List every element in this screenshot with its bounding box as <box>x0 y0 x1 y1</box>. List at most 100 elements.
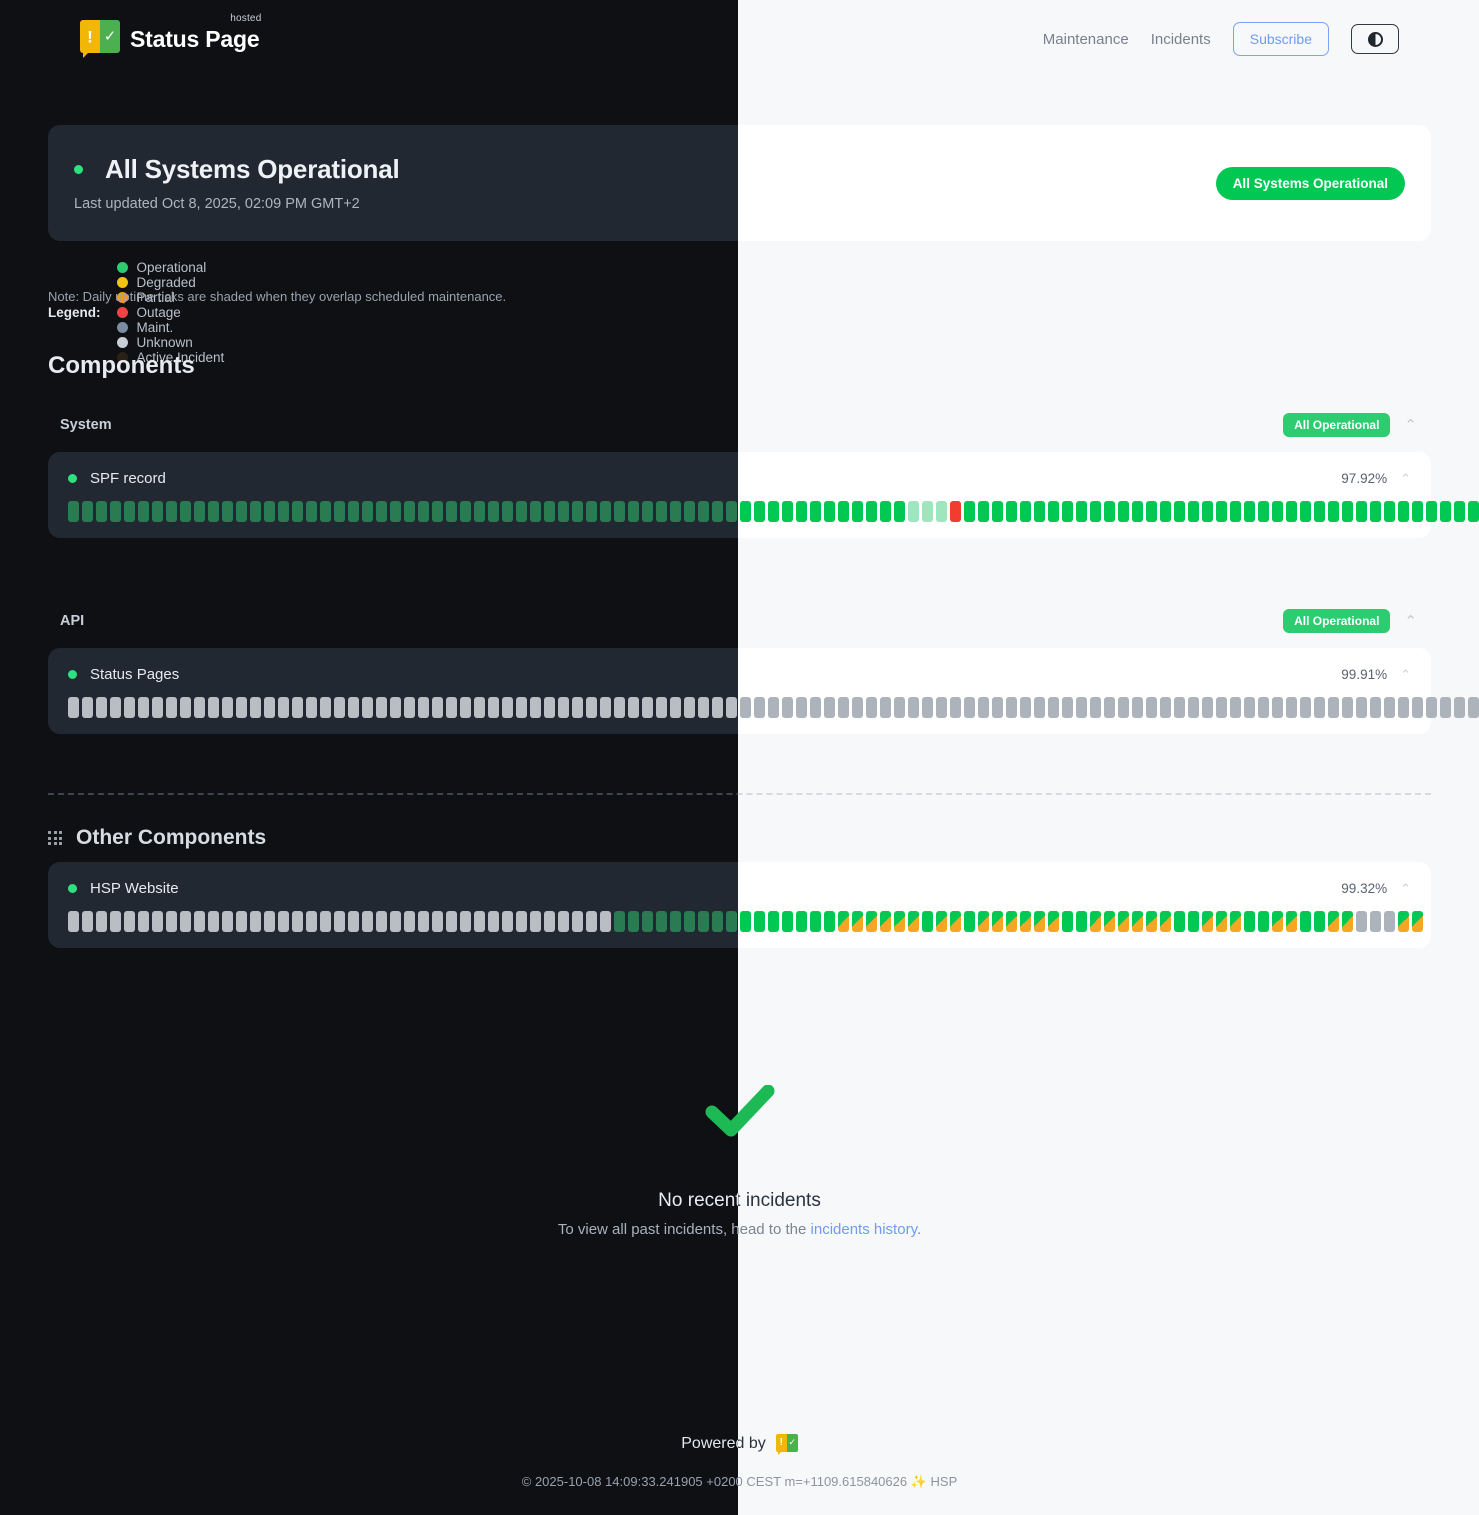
uptime-tick-unk[interactable] <box>572 911 583 932</box>
uptime-tick-unk[interactable] <box>502 697 513 718</box>
uptime-tick-unk[interactable] <box>348 697 359 718</box>
uptime-tick-op[interactable] <box>838 501 849 522</box>
uptime-tick-unk[interactable] <box>1132 697 1143 718</box>
uptime-tick-split[interactable] <box>978 911 989 932</box>
uptime-tick-op[interactable] <box>110 501 121 522</box>
uptime-tick-op[interactable] <box>376 501 387 522</box>
uptime-tick-op[interactable] <box>796 911 807 932</box>
uptime-tick-unk[interactable] <box>138 911 149 932</box>
uptime-tick-unk[interactable] <box>278 697 289 718</box>
uptime-tick-op[interactable] <box>628 911 639 932</box>
uptime-tick-unk[interactable] <box>1188 697 1199 718</box>
uptime-tick-unk[interactable] <box>250 911 261 932</box>
uptime-tick-op[interactable] <box>782 501 793 522</box>
uptime-tick-split[interactable] <box>1020 911 1031 932</box>
uptime-tick-unk[interactable] <box>558 911 569 932</box>
uptime-tick-op[interactable] <box>1230 501 1241 522</box>
incidents-history-link[interactable]: incidents history <box>810 1221 917 1238</box>
uptime-tick-unk[interactable] <box>1286 697 1297 718</box>
uptime-tick-op[interactable] <box>922 911 933 932</box>
uptime-tick-unk[interactable] <box>782 697 793 718</box>
uptime-tick-out[interactable] <box>950 501 961 522</box>
uptime-tick-op[interactable] <box>572 501 583 522</box>
uptime-tick-unk[interactable] <box>488 697 499 718</box>
uptime-tick-split[interactable] <box>1216 911 1227 932</box>
uptime-tick-op[interactable] <box>1300 501 1311 522</box>
uptime-tick-op[interactable] <box>502 501 513 522</box>
uptime-tick-op[interactable] <box>1174 501 1185 522</box>
uptime-tick-op[interactable] <box>1188 911 1199 932</box>
uptime-tick-unk[interactable] <box>1244 697 1255 718</box>
uptime-tick-op[interactable] <box>642 911 653 932</box>
uptime-tick-op[interactable] <box>712 911 723 932</box>
uptime-tick-op[interactable] <box>1216 501 1227 522</box>
uptime-tick-op[interactable] <box>222 501 233 522</box>
uptime-tick-unk[interactable] <box>992 697 1003 718</box>
nav-link-incidents[interactable]: Incidents <box>1150 30 1211 48</box>
uptime-tick-unk[interactable] <box>404 697 415 718</box>
uptime-tick-unk[interactable] <box>82 697 93 718</box>
uptime-tick-unk[interactable] <box>1146 697 1157 718</box>
brand-logo[interactable]: ! ✓ Status Page hosted <box>80 13 261 58</box>
uptime-tick-unk[interactable] <box>1384 697 1395 718</box>
uptime-tick-unk[interactable] <box>754 697 765 718</box>
uptime-tick-op[interactable] <box>684 911 695 932</box>
uptime-tick-op[interactable] <box>1062 911 1073 932</box>
uptime-tick-op[interactable] <box>250 501 261 522</box>
uptime-tick-unk[interactable] <box>180 911 191 932</box>
uptime-tick-op[interactable] <box>208 501 219 522</box>
uptime-tick-op[interactable] <box>1468 501 1479 522</box>
uptime-tick-unk[interactable] <box>474 911 485 932</box>
uptime-tick-unk[interactable] <box>1384 911 1395 932</box>
uptime-tick-split[interactable] <box>1286 911 1297 932</box>
chevron-up-icon[interactable]: ⌃ <box>1400 470 1411 486</box>
uptime-tick-unk[interactable] <box>390 697 401 718</box>
uptime-tick-unk[interactable] <box>978 697 989 718</box>
uptime-tick-op[interactable] <box>768 911 779 932</box>
uptime-tick-unk[interactable] <box>1314 697 1325 718</box>
uptime-tick-op[interactable] <box>614 501 625 522</box>
uptime-tick-unk[interactable] <box>460 697 471 718</box>
uptime-tick-op[interactable] <box>712 501 723 522</box>
uptime-tick-split[interactable] <box>1342 911 1353 932</box>
uptime-tick-op[interactable] <box>1132 501 1143 522</box>
uptime-tick-op[interactable] <box>334 501 345 522</box>
uptime-tick-unk[interactable] <box>68 697 79 718</box>
uptime-tick-unk[interactable] <box>152 911 163 932</box>
uptime-tick-unk[interactable] <box>334 697 345 718</box>
uptime-tick-unk[interactable] <box>936 697 947 718</box>
uptime-tick-unk[interactable] <box>488 911 499 932</box>
uptime-tick-split[interactable] <box>852 911 863 932</box>
uptime-tick-unk[interactable] <box>544 911 555 932</box>
uptime-tick-op[interactable] <box>1062 501 1073 522</box>
uptime-tick-unk[interactable] <box>376 697 387 718</box>
uptime-tick-unk[interactable] <box>1412 697 1423 718</box>
uptime-tick-op[interactable] <box>446 501 457 522</box>
uptime-tick-unk[interactable] <box>250 697 261 718</box>
uptime-tick-unk[interactable] <box>530 911 541 932</box>
uptime-tick-unk[interactable] <box>460 911 471 932</box>
uptime-tick-unk[interactable] <box>264 697 275 718</box>
uptime-tick-op[interactable] <box>82 501 93 522</box>
uptime-tick-unk[interactable] <box>362 697 373 718</box>
uptime-tick-unk[interactable] <box>1356 911 1367 932</box>
uptime-tick-unk[interactable] <box>1006 697 1017 718</box>
uptime-tick-unk[interactable] <box>614 697 625 718</box>
uptime-tick-op[interactable] <box>1076 911 1087 932</box>
uptime-tick-unk[interactable] <box>166 697 177 718</box>
uptime-tick-unk[interactable] <box>600 911 611 932</box>
uptime-tick-op[interactable] <box>894 501 905 522</box>
uptime-tick-unk[interactable] <box>334 911 345 932</box>
uptime-tick-op[interactable] <box>796 501 807 522</box>
uptime-tick-unk[interactable] <box>432 697 443 718</box>
uptime-tick-unk[interactable] <box>922 697 933 718</box>
uptime-tick-op[interactable] <box>166 501 177 522</box>
uptime-tick-unk[interactable] <box>1328 697 1339 718</box>
uptime-tick-unk[interactable] <box>1090 697 1101 718</box>
uptime-tick-op[interactable] <box>1118 501 1129 522</box>
uptime-tick-unk[interactable] <box>1118 697 1129 718</box>
uptime-tick-op[interactable] <box>978 501 989 522</box>
uptime-tick-unk[interactable] <box>320 911 331 932</box>
uptime-tick-op[interactable] <box>1034 501 1045 522</box>
uptime-tick-unk[interactable] <box>292 911 303 932</box>
